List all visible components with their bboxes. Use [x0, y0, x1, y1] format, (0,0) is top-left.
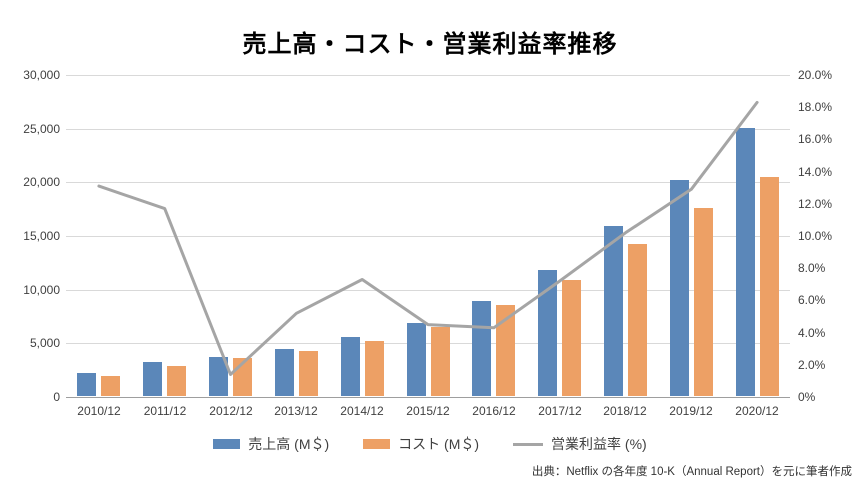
gridline [66, 75, 790, 76]
y-axis-tick-label: 30,000 [23, 68, 60, 82]
bar-revenue [407, 323, 426, 396]
x-axis-tick-label: 2010/12 [77, 404, 121, 418]
x-axis-tick-label: 2014/12 [340, 404, 384, 418]
y-axis-tick-label: 20,000 [23, 175, 60, 189]
margin-line-swatch-icon [513, 442, 544, 446]
cost-swatch-icon [363, 439, 391, 449]
bar-revenue [275, 349, 294, 396]
legend-label-revenue: 売上高 (M＄) [248, 436, 330, 452]
x-axis-tick-label: 2017/12 [538, 404, 582, 418]
source-note: 出典：Netflix の各年度 10-K（Annual Report）を元に筆者… [531, 466, 852, 478]
legend: 売上高 (M＄) コスト (M＄) 営業利益率 (%) [0, 434, 860, 454]
bar-cost [628, 244, 647, 396]
x-axis-tick-label: 2018/12 [603, 404, 647, 418]
bar-cost [365, 341, 384, 396]
x-axis-tick-label: 2019/12 [669, 404, 713, 418]
x-axis-tick-label: 2015/12 [406, 404, 450, 418]
x-axis-line [66, 397, 790, 398]
bar-revenue [736, 128, 755, 396]
y-axis-tick-label: 5,000 [29, 336, 60, 350]
legend-item-cost: コスト (M＄) [363, 434, 479, 454]
left-axis: 0 5,000 10,000 15,000 20,000 25,000 30,000 [0, 68, 60, 404]
bar-revenue [604, 226, 623, 396]
bar-cost [694, 208, 713, 396]
legend-item-margin: 営業利益率 (%) [513, 434, 647, 454]
bar-revenue [538, 270, 557, 396]
y-axis-tick-label: 18.0% [798, 100, 833, 114]
bar-cost [167, 366, 186, 396]
y-axis-tick-label: 15,000 [23, 229, 60, 243]
bar-revenue [143, 362, 162, 396]
y-axis-tick-label: 14.0% [798, 165, 833, 179]
gridline [66, 129, 790, 130]
gridline [66, 290, 790, 291]
legend-item-revenue: 売上高 (M＄) [213, 434, 329, 454]
gridline [66, 182, 790, 183]
gridline [66, 236, 790, 237]
profit-margin-line [97, 100, 759, 376]
y-axis-tick-label: 16.0% [798, 132, 833, 146]
x-axis-tick-label: 2012/12 [209, 404, 253, 418]
bar-revenue [472, 301, 491, 396]
y-axis-tick-label: 10,000 [23, 283, 60, 297]
x-axis: 2010/12 2011/12 2012/12 2013/12 2014/12 2015/… [66, 404, 790, 422]
x-axis-tick-label: 2020/12 [735, 404, 779, 418]
y-axis-tick-label: 12.0% [798, 197, 833, 211]
bar-cost [760, 177, 779, 396]
y-axis-tick-label: 20.0% [798, 68, 833, 82]
legend-label-cost: コスト (M＄) [398, 436, 480, 452]
bar-cost [299, 351, 318, 396]
y-axis-tick-label: 25,000 [23, 122, 60, 136]
chart-title: 売上高・コスト・営業利益率推移 [242, 31, 618, 58]
revenue-swatch-icon [213, 439, 241, 449]
bar-revenue [341, 337, 360, 396]
right-axis: 0% 2.0% 4.0% 6.0% 8.0% 10.0% 12.0% 14.0% 16.0% 18… [798, 68, 858, 404]
y-axis-tick-label: 2.0% [798, 358, 826, 372]
bar-revenue [670, 180, 689, 396]
y-axis-tick-label: 8.0% [798, 261, 826, 275]
plot-area [66, 75, 790, 398]
x-axis-tick-label: 2011/12 [143, 404, 187, 418]
legend-label-margin: 営業利益率 (%) [551, 436, 647, 452]
bar-revenue [209, 357, 228, 396]
y-axis-tick-label: 4.0% [798, 326, 826, 340]
x-axis-tick-label: 2013/12 [274, 404, 318, 418]
bar-cost [562, 280, 581, 396]
gridline [66, 343, 790, 344]
bar-cost [101, 376, 120, 396]
y-axis-tick-label: 6.0% [798, 293, 826, 307]
y-axis-tick-label: 10.0% [798, 229, 833, 243]
y-axis-tick-label: 0 [53, 390, 60, 404]
y-axis-tick-label: 0% [798, 390, 816, 404]
bar-revenue [77, 373, 96, 396]
bar-cost [431, 327, 450, 396]
x-axis-tick-label: 2016/12 [472, 404, 516, 418]
bar-cost [496, 305, 515, 396]
